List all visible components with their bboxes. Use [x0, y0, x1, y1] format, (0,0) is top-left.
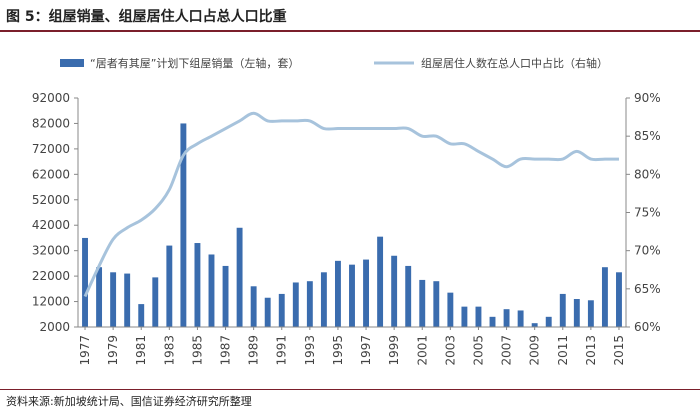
left-axis-tick-label: 22000	[32, 269, 70, 283]
bar-1987	[222, 265, 229, 327]
legend-bar-swatch	[60, 59, 84, 67]
bar-1993	[306, 281, 313, 327]
x-axis-tick-label: 1979	[106, 335, 120, 366]
left-axis-tick-label: 62000	[32, 167, 70, 181]
bar-1995	[334, 260, 341, 327]
bar-1999	[391, 255, 398, 327]
source-divider	[0, 389, 700, 390]
x-axis-tick-label: 1991	[275, 335, 289, 366]
x-axis-tick-label: 1981	[134, 335, 148, 366]
bar-2010	[545, 316, 552, 327]
x-axis-tick-label: 2001	[415, 335, 429, 366]
left-axis-tick-label: 32000	[32, 244, 70, 258]
right-axis-tick-label: 85%	[634, 129, 661, 143]
bar-1998	[377, 236, 384, 327]
bar-2004	[461, 306, 468, 327]
left-axis-tick-label: 72000	[32, 142, 70, 156]
bar-2014	[601, 267, 608, 327]
legend-line-label: 组屋居住人数在总人口中占比（右轴）	[421, 56, 608, 70]
left-axis-tick-label: 82000	[32, 116, 70, 130]
x-axis-tick-label: 2015	[612, 335, 626, 366]
bar-2001	[419, 279, 426, 327]
share-line	[83, 111, 619, 298]
bar-1982	[152, 277, 159, 327]
bar-1985	[194, 243, 201, 327]
bar-1990	[264, 297, 271, 327]
title-divider	[0, 30, 700, 32]
x-axis-tick-label: 2005	[471, 335, 485, 366]
x-axis-tick-label: 1977	[78, 335, 92, 366]
left-axis-tick-label: 92000	[32, 91, 70, 105]
x-axis-tick-label: 1989	[247, 335, 261, 366]
right-axis-tick-label: 90%	[634, 91, 661, 105]
bar-1983	[166, 245, 173, 327]
bar-1996	[349, 264, 355, 327]
left-axis-tick-label: 2000	[39, 320, 70, 334]
bar-2006	[489, 316, 496, 327]
bar-1997	[363, 259, 370, 327]
x-axis-tick-label: 1997	[359, 335, 373, 366]
bar-1989	[250, 286, 257, 327]
right-axis-tick-label: 65%	[634, 282, 661, 296]
bar-1988	[236, 227, 243, 327]
bar-1978	[96, 267, 103, 327]
bar-1991	[278, 293, 285, 327]
x-axis-tick-label: 2007	[500, 335, 514, 366]
bar-2011	[559, 293, 566, 327]
bar-2003	[447, 292, 454, 327]
x-axis-tick-label: 2009	[528, 335, 542, 366]
left-axis-tick-label: 52000	[32, 193, 70, 207]
right-axis-tick-label: 80%	[634, 167, 661, 181]
right-axis-tick-label: 75%	[634, 206, 661, 220]
x-axis-tick-label: 1995	[331, 335, 345, 366]
x-axis-tick-label: 1993	[303, 335, 317, 366]
left-axis-tick-label: 42000	[32, 218, 70, 232]
bar-2015	[616, 272, 622, 327]
x-axis-tick-label: 2003	[443, 335, 457, 366]
x-axis-tick-label: 1985	[190, 335, 204, 366]
bar-1979	[110, 272, 117, 327]
right-axis-tick-label: 70%	[634, 244, 661, 258]
x-axis-tick-label: 1999	[387, 335, 401, 366]
x-axis-tick-label: 1987	[219, 335, 233, 366]
bar-1992	[292, 282, 299, 327]
bar-2002	[433, 281, 440, 327]
legend-bar-label: “居者有其屋”计划下组屋销量（左轴，套）	[90, 56, 299, 70]
bar-1986	[208, 254, 215, 327]
bar-2000	[405, 265, 412, 327]
x-axis-tick-label: 1983	[162, 335, 176, 366]
bar-2009	[531, 323, 538, 327]
x-axis-tick-label: 2013	[584, 335, 598, 366]
left-axis-tick-label: 12000	[32, 295, 70, 309]
x-axis-tick-label: 2011	[556, 335, 570, 366]
bar-1981	[138, 304, 145, 327]
bar-2008	[517, 310, 524, 327]
bar-2007	[503, 309, 510, 327]
bar-2012	[573, 299, 580, 327]
bar-1980	[124, 273, 131, 327]
bar-1977	[82, 237, 88, 327]
source-note: 资料来源:新加坡统计局、国信证券经济研究所整理	[6, 395, 252, 408]
right-axis-tick-label: 60%	[634, 320, 661, 334]
bar-1984	[180, 123, 187, 327]
figure-title: 图 5：组屋销量、组屋居住人口占总人口比重	[6, 9, 287, 25]
bar-1994	[320, 272, 327, 327]
bar-2005	[475, 306, 482, 327]
bar-2013	[587, 300, 594, 327]
